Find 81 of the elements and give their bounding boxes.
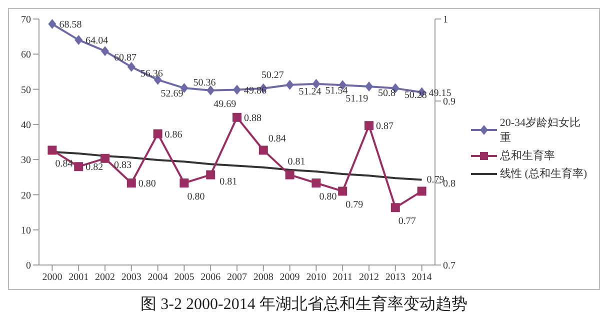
y-tick-label: 20	[21, 190, 31, 202]
y-tick-label: 40	[21, 120, 31, 131]
legend-label: 线性 (总和生育率)	[500, 166, 588, 181]
data-label: 50.36	[193, 78, 216, 89]
point	[285, 170, 294, 180]
data-label: 52.69	[160, 88, 184, 100]
data-label: 51.19	[346, 94, 368, 105]
x-tick-label: 2000	[42, 272, 62, 284]
point	[74, 162, 84, 172]
y-tick-label: 70	[21, 14, 31, 26]
point	[127, 62, 136, 72]
point	[390, 203, 400, 212]
y2-tick-label: 0.8	[443, 178, 456, 190]
legend-label: 20-34岁龄妇女比重	[500, 116, 582, 145]
legend-label: 总和生育率	[500, 148, 555, 163]
point	[232, 112, 242, 122]
point	[101, 46, 109, 56]
y-tick-label: 0	[26, 260, 31, 272]
point	[153, 129, 162, 138]
data-label: 0.79	[346, 200, 364, 211]
data-label: 0.77	[398, 216, 416, 228]
data-label: 50.28	[404, 90, 427, 101]
data-label: 0.84	[55, 158, 73, 170]
x-tick-label: 2009	[280, 272, 300, 284]
data-label: 64.04	[86, 35, 108, 46]
x-tick-label: 2013	[385, 272, 406, 284]
data-label: 0.80	[187, 192, 205, 202]
x-tick-label: 2001	[68, 272, 89, 284]
point	[100, 154, 110, 163]
data-label: 0.84	[268, 134, 286, 145]
y2-tick-label: 0.7	[443, 260, 456, 272]
point	[48, 146, 57, 155]
data-label: 68.58	[59, 19, 82, 30]
data-label: 51.24	[298, 86, 322, 98]
y-tick-label: 50	[21, 84, 31, 96]
data-label: 0.81	[220, 176, 238, 188]
x-tick-label: 2006	[200, 272, 221, 284]
x-tick-label: 2003	[121, 272, 142, 284]
x-tick-label: 2012	[359, 272, 379, 284]
data-label: 0.81	[288, 156, 306, 168]
data-label: 0.80	[319, 192, 337, 202]
data-label: 0.87	[376, 121, 394, 132]
point	[312, 178, 321, 188]
text: 图 3-2 2000-2014 年湖北省总和生育率变动趋势	[140, 294, 468, 315]
x-tick-label: 2010	[306, 272, 326, 284]
point	[286, 80, 294, 90]
data-label: 0.86	[164, 129, 182, 140]
data-label: 51.54	[325, 85, 348, 96]
x-tick-label: 2008	[253, 272, 274, 284]
y-tick-label: 30	[21, 155, 31, 166]
point	[126, 178, 136, 188]
x-tick-label: 2011	[332, 272, 352, 284]
y2-tick-label: 1	[443, 14, 448, 26]
point	[206, 85, 215, 96]
point	[74, 34, 83, 45]
data-label: 0.88	[244, 112, 262, 124]
x-tick-label: 2002	[95, 272, 115, 284]
y2-tick-label: 0.9	[443, 96, 456, 108]
point	[258, 146, 268, 155]
point	[338, 186, 348, 196]
y-tick-label: 10	[21, 225, 31, 236]
data-label: 49.69	[214, 98, 236, 110]
data-label: 0.80	[138, 178, 156, 190]
data-label: 50.27	[261, 70, 284, 81]
point	[417, 186, 426, 196]
point	[180, 178, 189, 188]
x-tick-label: 2004	[148, 272, 168, 284]
data-label: 0.82	[86, 162, 104, 174]
data-label: 0.79	[426, 174, 444, 186]
point	[364, 121, 374, 130]
data-label: 0.83	[114, 160, 132, 171]
data-label: 50.8	[378, 88, 396, 99]
point	[206, 170, 216, 180]
x-tick-label: 2014	[412, 272, 432, 284]
point	[233, 84, 241, 95]
x-tick-label: 2005	[174, 272, 194, 284]
x-tick-label: 2007	[227, 272, 247, 284]
point	[365, 81, 373, 92]
y-tick-label: 60	[21, 50, 31, 61]
point	[48, 19, 56, 29]
data-label: 49.15	[428, 88, 452, 99]
